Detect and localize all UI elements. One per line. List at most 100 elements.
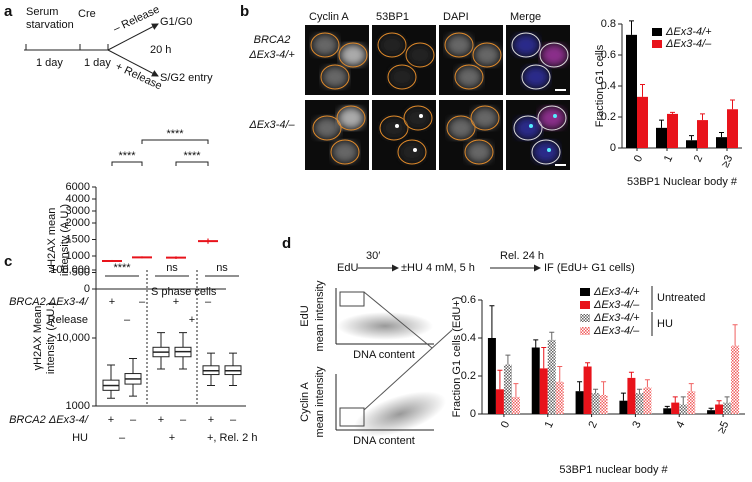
scheme-text: IF (EdU+ G1 cells) — [544, 262, 635, 274]
row-value: + — [189, 314, 195, 326]
error-bar — [730, 99, 735, 110]
whisker — [229, 352, 237, 366]
scheme-text: EdU — [337, 262, 358, 274]
legend-swatch — [580, 288, 590, 296]
panel-letter: d — [282, 235, 291, 252]
gate — [339, 407, 365, 427]
error-bar — [601, 381, 607, 395]
legend-label: ΔEx3-4/– — [593, 325, 640, 337]
density-cloud — [337, 312, 433, 340]
nucleus — [322, 66, 348, 88]
whisker — [129, 357, 137, 374]
bar — [619, 400, 628, 414]
bar — [727, 109, 738, 148]
y-tick-label: 1500 — [66, 233, 90, 245]
foci — [419, 114, 423, 118]
y-tick-label: 2000 — [66, 217, 90, 229]
scheme-text: 1 day — [36, 57, 63, 69]
significance-label: **** — [113, 262, 131, 274]
y-tick-label: 3000 — [66, 205, 90, 217]
error-bar — [724, 396, 730, 403]
row-label: BRCA2 ΔEx3-4/ — [9, 296, 89, 308]
cell-outline — [444, 32, 474, 58]
column-label: DAPI — [443, 11, 469, 23]
y-tick-label: 500 — [72, 266, 90, 278]
error-bar — [497, 369, 503, 390]
x-tick-label: ≥3 — [719, 153, 735, 169]
arrow — [107, 23, 159, 51]
x-tick-label: 2 — [586, 419, 599, 430]
error-bar — [700, 113, 705, 121]
row-value: + — [158, 414, 164, 426]
significance-bracket — [111, 161, 143, 166]
significance-label: ns — [166, 262, 178, 274]
y-tick-label: 0.8 — [601, 18, 616, 30]
y-axis-label: Fraction G1 cells — [594, 44, 606, 127]
error-bar — [513, 383, 519, 397]
y-axis-label: Fraction G1 cells (EdU+) — [451, 297, 463, 418]
whisker — [207, 374, 215, 387]
error-bar — [628, 371, 634, 378]
row-value: – — [180, 414, 187, 426]
cell-outline — [320, 64, 350, 90]
column-label: Cyclin A — [309, 11, 349, 23]
row-value: +, Rel. 2 h — [207, 432, 257, 444]
error-bar — [664, 405, 670, 409]
bar — [627, 377, 636, 414]
nucleus — [389, 66, 415, 88]
nucleus — [472, 107, 498, 129]
scheme-text: 30′ — [366, 250, 380, 262]
error-bar — [489, 305, 495, 338]
y-tick-label: 0 — [610, 142, 616, 154]
significance-label: ns — [216, 262, 228, 274]
nucleus — [541, 44, 567, 66]
y-tick-label: 10,000 — [56, 332, 90, 344]
error-bar — [670, 111, 675, 114]
foci — [553, 114, 557, 118]
thumb-y-label: mean intensity — [314, 366, 326, 437]
scheme-text: Serum — [26, 6, 58, 18]
foci — [395, 124, 399, 128]
nucleus — [466, 141, 492, 163]
thumb-x-label: DNA content — [353, 349, 415, 361]
significance-bracket — [141, 139, 209, 144]
panel-letter: a — [4, 3, 13, 20]
scheme-text: 20 h — [150, 44, 171, 56]
bar — [715, 404, 724, 414]
nucleus — [456, 66, 482, 88]
y-tick-label: 1000 — [66, 400, 90, 412]
nucleus — [399, 141, 425, 163]
row-value: + — [169, 432, 175, 444]
bar — [539, 368, 548, 414]
cell-outline — [539, 42, 569, 68]
bar — [547, 339, 556, 414]
scheme-text: G1/G0 — [160, 16, 192, 28]
cell-outline — [377, 32, 407, 58]
legend-group-label: Untreated — [657, 292, 705, 304]
y-tick-label: 0.4 — [601, 80, 616, 92]
cell-outline — [521, 64, 551, 90]
error-bar — [644, 379, 650, 388]
significance-label: **** — [166, 128, 184, 140]
scheme-text: starvation — [26, 19, 74, 31]
cell-outline — [387, 64, 417, 90]
bar — [667, 113, 678, 148]
row-label: ΔEx3-4/+ — [248, 49, 295, 61]
error-bar — [672, 396, 678, 403]
x-tick-label: 0 — [499, 419, 512, 430]
thumb-y-label: mean intensity — [314, 280, 326, 351]
whisker — [107, 364, 115, 381]
y-tick-label: 0 — [84, 283, 90, 295]
scheme-text: S/G2 entry — [160, 72, 213, 84]
arrow — [107, 49, 159, 77]
bar — [495, 389, 504, 414]
scheme-text: + Release — [114, 60, 164, 92]
error-bar — [593, 388, 599, 394]
cell-outline — [454, 64, 484, 90]
cell-outline — [338, 42, 368, 68]
scheme-text: Cre — [78, 8, 96, 20]
error-bar — [505, 354, 511, 365]
y-tick-label: 0.6 — [461, 294, 476, 306]
y-axis-label: intensity (A.U.) — [59, 204, 71, 276]
y-tick-label: 4000 — [66, 193, 90, 205]
